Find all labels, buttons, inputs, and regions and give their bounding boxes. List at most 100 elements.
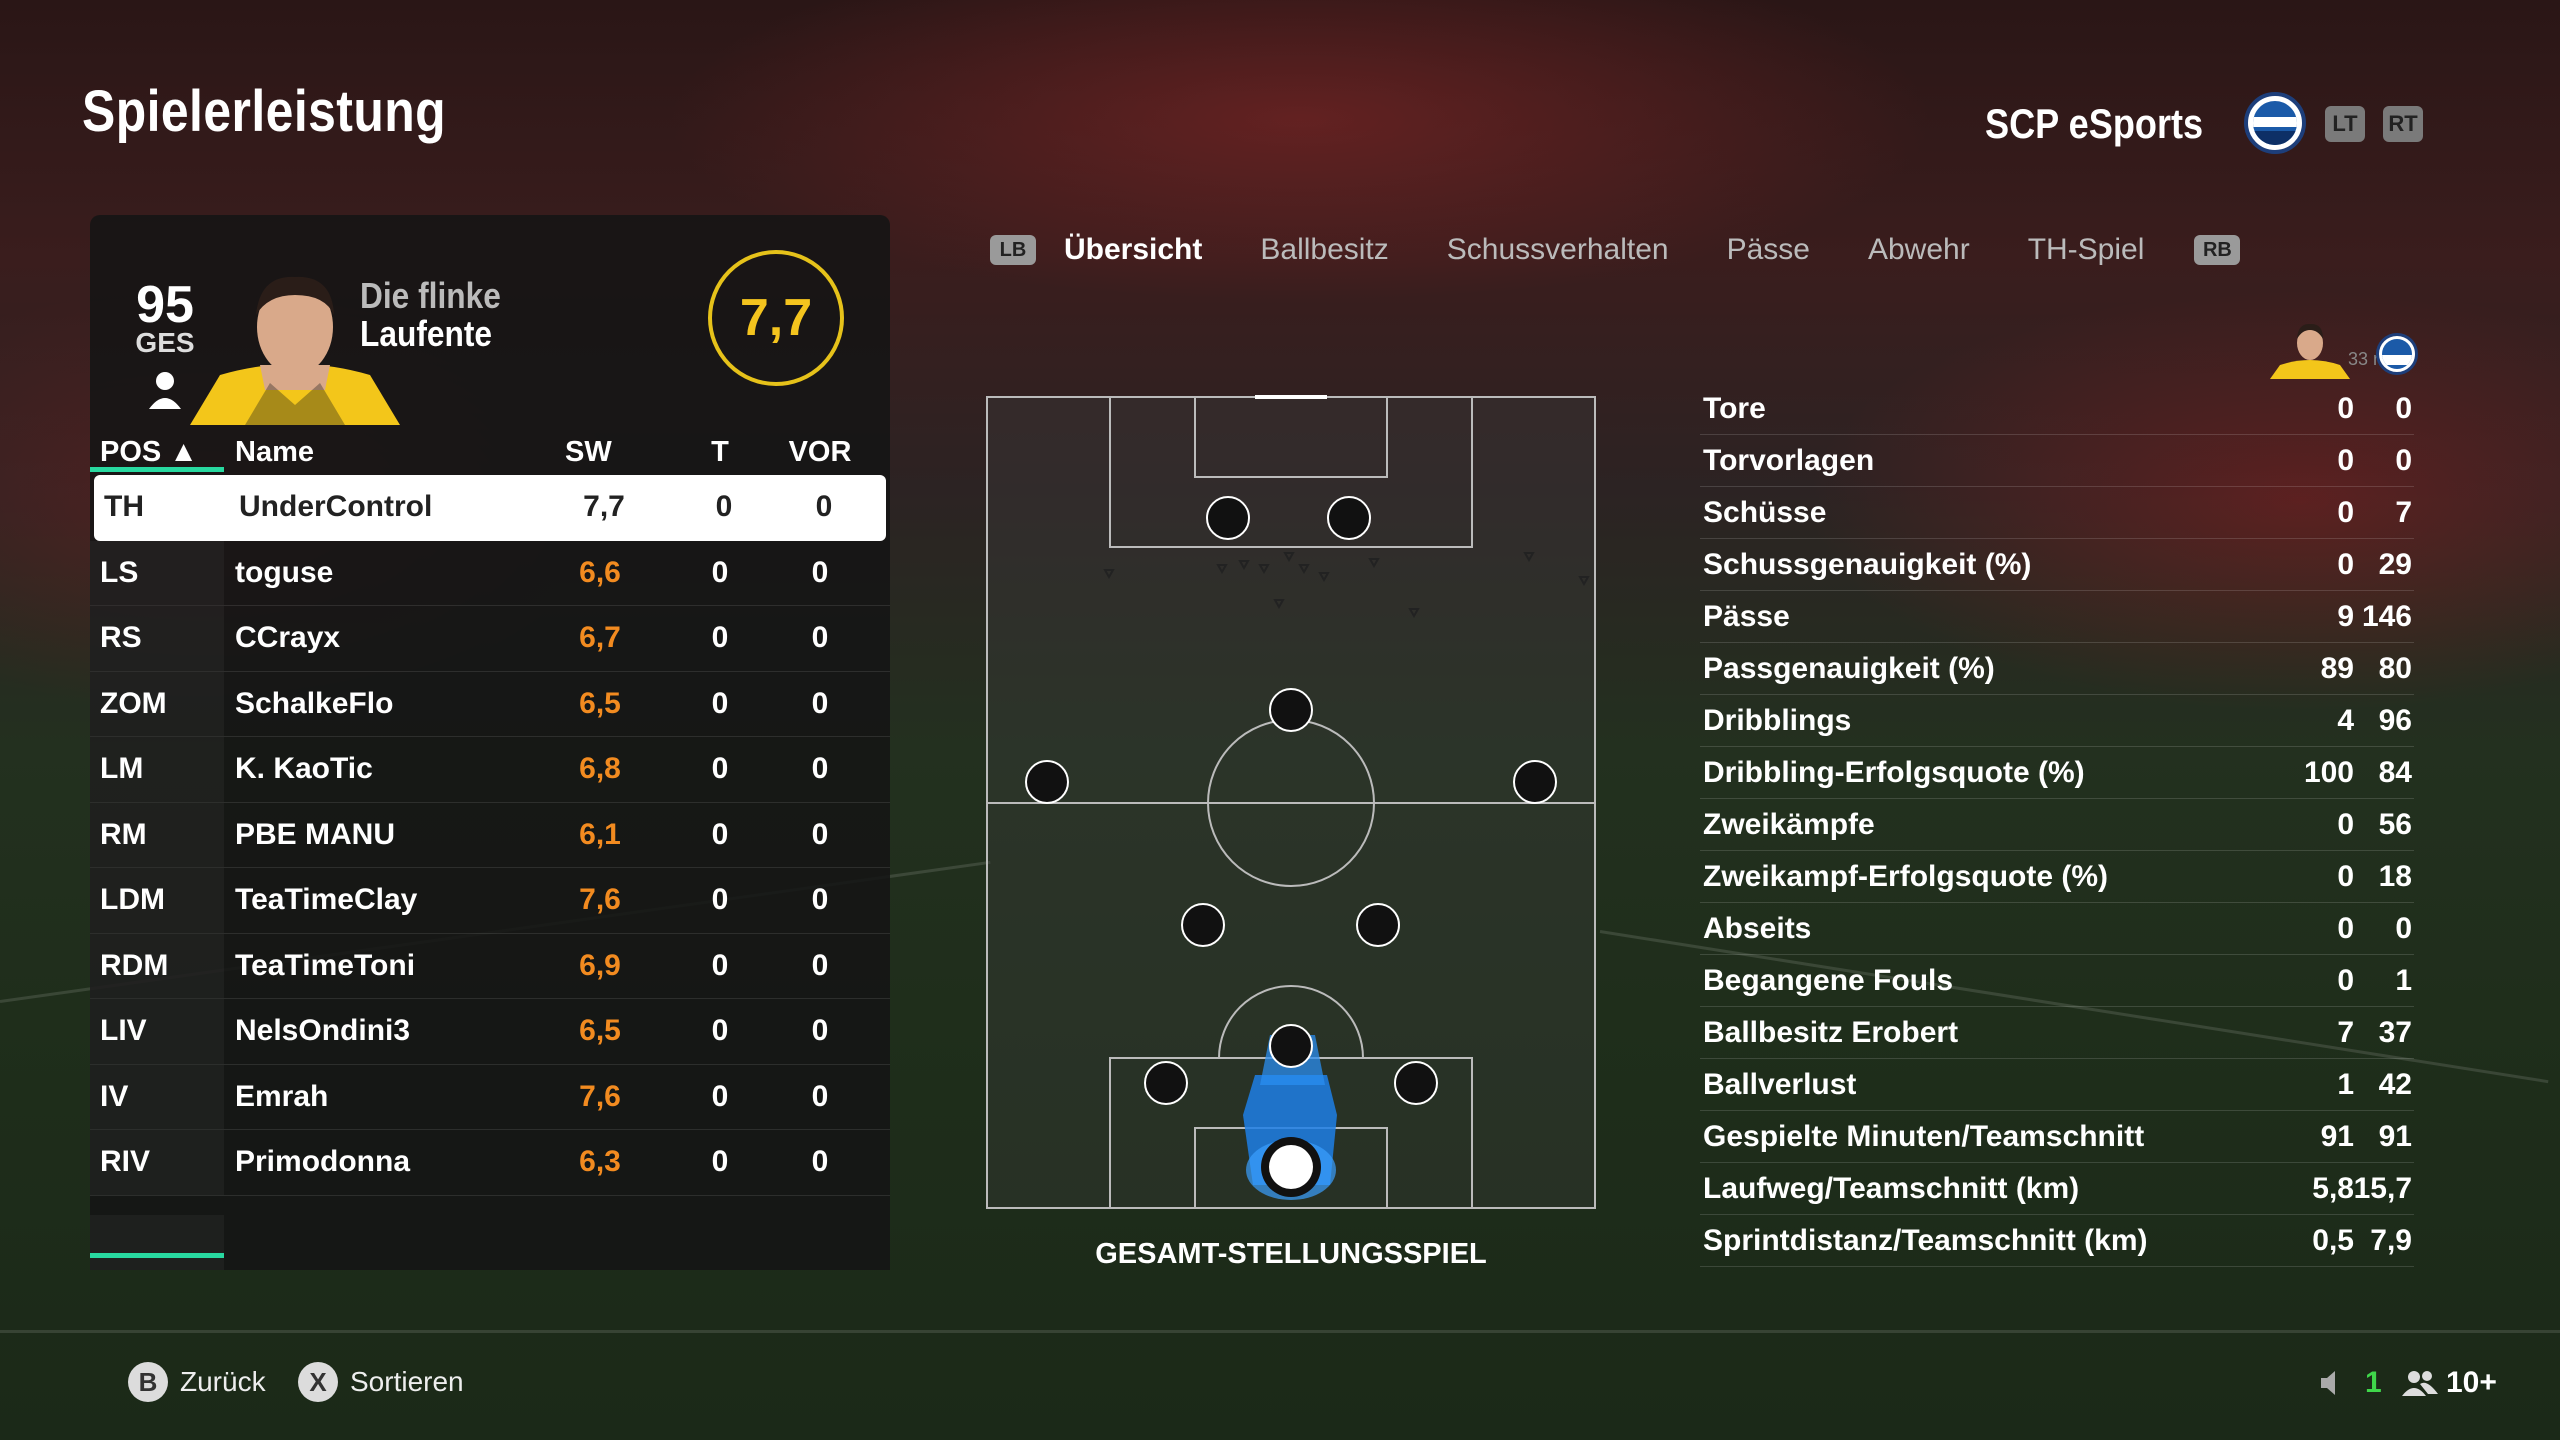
row-t: 0 [715, 490, 733, 524]
row-name: Emrah [235, 1079, 329, 1113]
playstyle-line2: Laufente [360, 313, 493, 354]
empty-row [90, 1215, 224, 1270]
table-row[interactable]: LDM TeaTimeClay 7,6 0 0 [90, 868, 890, 934]
player-portrait [190, 276, 400, 425]
row-t: 0 [711, 686, 729, 720]
stat-row: Ballbesitz Erobert 7 37 [1700, 1007, 2414, 1059]
playstyle-line1: Die flinke [360, 275, 501, 316]
team-name: SCP eSports [1985, 100, 2204, 147]
row-vor: 0 [811, 1079, 829, 1113]
online-players: 10+ [2400, 1366, 2497, 1400]
pitch-title: GESAMT-STELLUNGSSPIEL [1095, 1238, 1487, 1270]
row-name: PBE MANU [235, 817, 396, 851]
row-pos: RS [100, 621, 142, 655]
header-pos[interactable]: POS ▲ [100, 435, 199, 468]
person-icon [149, 372, 181, 409]
row-sw: 7,7 [583, 490, 625, 524]
team-crest-icon [2244, 92, 2306, 154]
row-name: TeaTimeClay [235, 883, 418, 917]
tab-th-spiel[interactable]: TH-Spiel [2027, 233, 2145, 266]
tab-uebersicht[interactable]: Übersicht [1064, 233, 1203, 266]
rt-button[interactable]: RT [2383, 106, 2423, 142]
speaker-icon [2321, 1371, 2335, 1395]
row-vor: 0 [811, 817, 829, 851]
row-pos: IV [100, 1079, 129, 1113]
row-pos: RM [100, 817, 147, 851]
table-row[interactable]: TH UnderControl 7,7 0 0 [94, 475, 886, 541]
header-t[interactable]: T [711, 435, 729, 468]
table-row[interactable]: ZOM SchalkeFlo 6,5 0 0 [90, 671, 890, 737]
tab-bar: LB Übersicht Ballbesitz Schussverhalten … [990, 228, 2241, 272]
party-count: 1 [2365, 1366, 2382, 1399]
stat-row: Ballverlust 1 42 [1700, 1059, 2414, 1111]
tab-abwehr[interactable]: Abwehr [1867, 233, 1970, 266]
row-name: K. KaoTic [235, 752, 373, 786]
row-t: 0 [711, 1014, 729, 1048]
back-button[interactable]: B Zurück [128, 1362, 266, 1402]
row-name: SchalkeFlo [235, 686, 394, 720]
team-crest-small-icon [2376, 333, 2418, 375]
x-button-icon: X [298, 1362, 338, 1402]
stat-row: Gespielte Minuten/Teamschnitt 91 91 [1700, 1111, 2414, 1163]
page-title: Spielerleistung [82, 79, 447, 144]
table-row[interactable]: LM K. KaoTic 6,8 0 0 [90, 737, 890, 803]
row-t: 0 [711, 752, 729, 786]
row-t: 0 [711, 621, 729, 655]
row-sw: 6,7 [579, 621, 621, 655]
table-row[interactable]: RIV Primodonna 6,3 0 0 [90, 1130, 890, 1196]
formation-dots [1025, 496, 1557, 1105]
row-sw: 6,5 [579, 1014, 621, 1048]
b-button-icon: B [128, 1362, 168, 1402]
party-status: 1 [2315, 1366, 2382, 1400]
stat-row: Laufweg/Teamschnitt (km) 5,8 15,7 [1700, 1163, 2414, 1215]
header-vor[interactable]: VOR [788, 435, 852, 468]
row-sw: 6,8 [579, 752, 621, 786]
stats-table: Tore 0 0 Torvorlagen 0 0 Schüsse 0 7 Schussgen… [1700, 383, 2414, 1267]
row-sw: 6,6 [579, 555, 621, 589]
people-icon [2402, 1371, 2438, 1396]
table-row[interactable]: LIV NelsOndini3 6,5 0 0 [90, 999, 890, 1065]
row-vor: 0 [811, 1145, 829, 1179]
table-row[interactable]: IV Emrah 7,6 0 0 [90, 1064, 890, 1130]
row-name: CCrayx [235, 621, 341, 655]
row-t: 0 [711, 1079, 729, 1113]
match-rating: 7,7 [708, 250, 844, 386]
scroll-indicator [90, 1253, 224, 1258]
tab-ballbesitz[interactable]: Ballbesitz [1260, 233, 1389, 266]
row-pos: RIV [100, 1145, 151, 1179]
row-name: Primodonna [235, 1145, 411, 1179]
players-count: 10+ [2446, 1366, 2497, 1399]
header-sw[interactable]: SW [565, 435, 612, 468]
row-t: 0 [711, 817, 729, 851]
row-vor: 0 [811, 621, 829, 655]
overall-label: GES [135, 327, 195, 358]
overall-rating: 95 [136, 276, 194, 334]
table-row[interactable]: RDM TeaTimeToni 6,9 0 0 [90, 933, 890, 999]
table-row[interactable]: LS toguse 6,6 0 0 [90, 540, 890, 606]
player-list-panel: 95 GES Die flinke Laufente 7,7 POS ▲ Nam… [90, 215, 890, 1270]
row-pos: LS [100, 555, 139, 589]
selected-player-dot [1261, 1137, 1321, 1197]
row-vor: 0 [811, 752, 829, 786]
header-name[interactable]: Name [235, 435, 314, 468]
row-sw: 6,5 [579, 686, 621, 720]
stat-row: Dribblings 4 96 [1700, 695, 2414, 747]
table-row[interactable]: RM PBE MANU 6,1 0 0 [90, 802, 890, 868]
row-sw: 7,6 [579, 1079, 621, 1113]
stat-row: Schüsse 0 7 [1700, 487, 2414, 539]
stat-row: Dribbling-Erfolgsquote (%) 100 84 [1700, 747, 2414, 799]
sort-button[interactable]: X Sortieren [298, 1362, 464, 1402]
tab-schussverhalten[interactable]: Schussverhalten [1446, 233, 1669, 266]
opponent-markers [1103, 552, 1590, 619]
row-vor: 0 [811, 686, 829, 720]
row-vor: 0 [811, 948, 829, 982]
row-sw: 7,6 [579, 883, 621, 917]
tab-paesse[interactable]: Pässe [1726, 233, 1810, 266]
stat-row: Zweikämpfe 0 56 [1700, 799, 2414, 851]
row-pos: TH [104, 490, 144, 524]
table-row[interactable]: RS CCrayx 6,7 0 0 [90, 606, 890, 672]
row-vor: 0 [811, 555, 829, 589]
lb-button[interactable]: LB [990, 235, 1036, 265]
lt-button[interactable]: LT [2325, 106, 2365, 142]
rb-button[interactable]: RB [2194, 235, 2241, 265]
